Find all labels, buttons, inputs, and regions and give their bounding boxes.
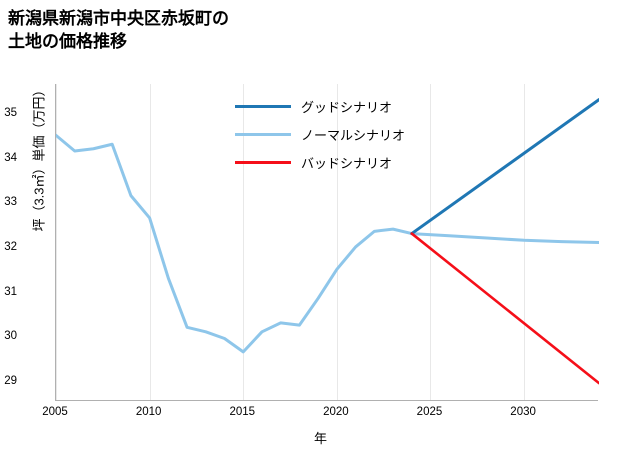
- gridline-vertical: [336, 84, 338, 400]
- legend-label: グッドシナリオ: [301, 99, 393, 115]
- page-title-line-1: 新潟県新潟市中央区赤坂町の: [8, 9, 229, 28]
- y-axis-tick-label: 34: [4, 151, 17, 164]
- x-axis-label-text: 年: [313, 431, 327, 446]
- page-title: 新潟県新潟市中央区赤坂町の 土地の価格推移: [8, 8, 438, 54]
- gridline-vertical: [149, 84, 151, 400]
- legend-item: ノーマルシナリオ: [235, 120, 475, 148]
- gridline-vertical: [524, 84, 526, 400]
- legend-swatch-icon: [235, 160, 291, 164]
- x-axis-tick-label: 2030: [510, 406, 536, 418]
- legend-item: グッドシナリオ: [235, 92, 475, 120]
- series-line: [410, 98, 599, 236]
- page-title-line-2: 土地の価格推移: [8, 31, 127, 51]
- x-axis-tick-label: 2025: [416, 406, 443, 418]
- y-axis-tick-label: 33: [4, 196, 17, 209]
- y-axis-tick-label: 30: [4, 330, 17, 343]
- y-axis-tick-label: 29: [4, 374, 17, 387]
- legend-swatch-icon: [235, 132, 291, 136]
- legend-label: バッドシナリオ: [301, 155, 393, 171]
- y-axis-tick-label: 32: [4, 240, 17, 253]
- plot-area: [55, 84, 599, 401]
- legend: グッドシナリオ ノーマルシナリオ バッドシナリオ: [235, 92, 475, 176]
- y-axis-tick-label: 35: [4, 107, 17, 120]
- legend-label: ノーマルシナリオ: [301, 127, 406, 143]
- x-axis-label: 年: [0, 428, 621, 447]
- gridline-vertical: [243, 84, 245, 400]
- gridline-vertical: [56, 84, 57, 400]
- gridline-vertical: [430, 84, 432, 400]
- x-axis-tick-label: 2015: [229, 406, 256, 418]
- x-axis-tick-label: 2005: [42, 406, 68, 418]
- legend-swatch-icon: [235, 104, 291, 108]
- y-axis-tick-label: 31: [4, 285, 17, 298]
- legend-item: バッドシナリオ: [235, 148, 475, 176]
- y-axis-label: 坪（3.3㎡）単価（万円）: [31, 83, 47, 232]
- x-axis-tick-label: 2020: [323, 406, 349, 418]
- series-line: [410, 232, 599, 385]
- plot-inner: [56, 84, 598, 400]
- x-axis-tick-label: 2010: [135, 406, 162, 418]
- series-layer: [56, 98, 599, 385]
- series-line: [56, 133, 599, 354]
